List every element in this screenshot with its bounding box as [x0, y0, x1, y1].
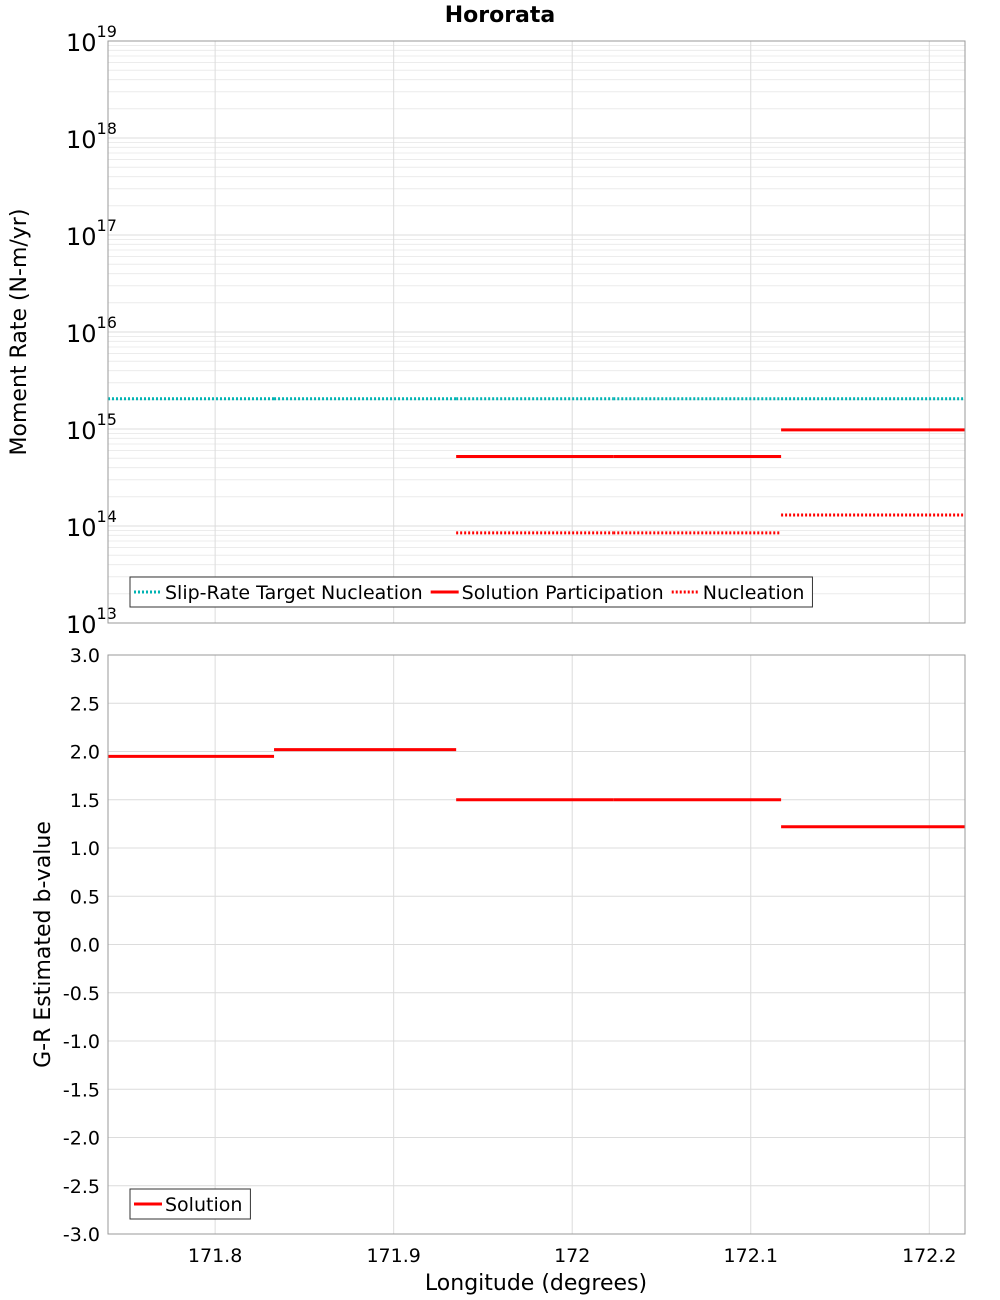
legend-label: Solution: [165, 1194, 242, 1216]
x-tick-label: 172.1: [724, 1245, 778, 1267]
y-tick-label: 0.5: [70, 886, 100, 908]
y-axis-label: Moment Rate (N-m/yr): [7, 209, 32, 456]
y-tick-label: 1019: [66, 22, 117, 57]
legend-box: [129, 576, 813, 608]
y-tick-label: 1015: [66, 410, 117, 445]
y-tick-label: 1013: [66, 604, 117, 639]
b-value-panel: 171.8 171.9 172 172.1 172.2 3.0 2.5 2.0 1.5 1.0 0.…: [31, 645, 966, 1267]
y-tick-label: 1014: [66, 507, 117, 542]
y-tick-label: 1.0: [70, 838, 100, 860]
y-tick-label: 3.0: [70, 645, 100, 667]
y-tick-label: -3.0: [63, 1224, 100, 1246]
y-tick-label: 2.5: [70, 693, 100, 715]
y-tick-label: 0.0: [70, 935, 100, 957]
x-tick-label: 171.8: [188, 1245, 242, 1267]
y-tick-label: 1018: [66, 119, 117, 154]
legend-label: Nucleation: [703, 582, 805, 604]
y-tick-label: -2.0: [63, 1128, 100, 1150]
y-tick-label: 1017: [66, 216, 117, 251]
x-tick-label: 172.2: [902, 1245, 956, 1267]
moment-rate-panel: 1013 1014 1015 1016 1017 1018 1019 Moment Rate …: [7, 22, 966, 639]
x-tick-label: 172: [554, 1245, 590, 1267]
legend-label: Solution Participation: [462, 582, 664, 604]
plot-frame: [107, 654, 966, 1235]
y-tick-label: 2.0: [70, 742, 100, 764]
y-tick-label: -0.5: [63, 983, 100, 1005]
y-tick-label: -1.5: [63, 1079, 100, 1101]
y-tick-label: 1.5: [70, 790, 100, 812]
plot-frame: [107, 40, 966, 624]
legend: Solution: [129, 1188, 251, 1220]
chart-title: Hororata: [445, 3, 556, 28]
legend-label: Slip-Rate Target Nucleation: [165, 582, 423, 604]
x-axis-label: Longitude (degrees): [425, 1271, 647, 1296]
y-tick-label: 1016: [66, 313, 117, 348]
x-tick-label: 171.9: [366, 1245, 420, 1267]
legend: Slip-Rate Target Nucleation Solution Part…: [129, 576, 813, 608]
y-tick-label: -1.0: [63, 1031, 100, 1053]
y-tick-label: -2.5: [63, 1176, 100, 1198]
y-axis-label: G-R Estimated b-value: [31, 821, 56, 1068]
